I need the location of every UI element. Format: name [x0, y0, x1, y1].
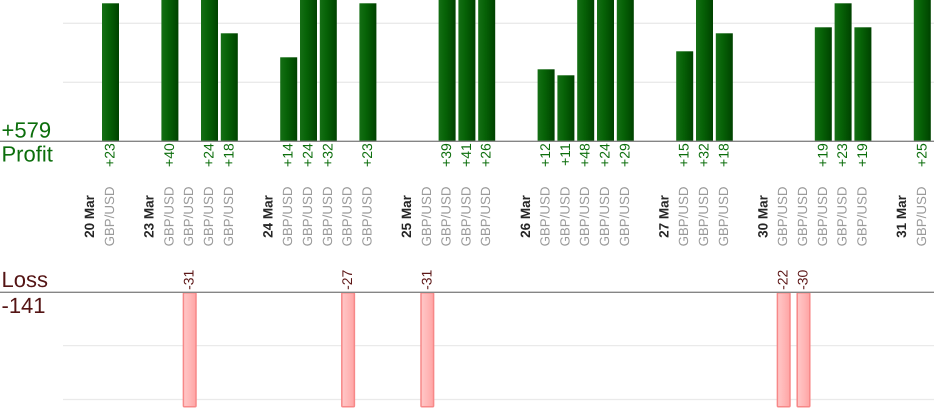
svg-text:GBP/USD: GBP/USD	[280, 187, 295, 247]
svg-text:+24: +24	[201, 143, 217, 167]
svg-text:30 Mar: 30 Mar	[755, 194, 770, 238]
svg-text:+14: +14	[280, 143, 296, 167]
svg-text:GBP/USD: GBP/USD	[478, 187, 493, 247]
svg-text:24 Mar: 24 Mar	[260, 194, 275, 238]
svg-text:+29: +29	[616, 143, 632, 167]
svg-text:GBP/USD: GBP/USD	[775, 187, 790, 247]
svg-text:GBP/USD: GBP/USD	[557, 187, 572, 247]
svg-text:-27: -27	[339, 269, 355, 289]
svg-text:GBP/USD: GBP/USD	[617, 187, 632, 247]
svg-text:GBP/USD: GBP/USD	[359, 187, 374, 247]
svg-text:GBP/USD: GBP/USD	[300, 187, 315, 247]
svg-text:+15: +15	[676, 143, 692, 167]
svg-text:+40: +40	[161, 143, 177, 167]
svg-text:20 Mar: 20 Mar	[82, 194, 97, 238]
svg-text:+24: +24	[597, 143, 613, 167]
svg-text:+18: +18	[220, 143, 236, 167]
svg-text:GBP/USD: GBP/USD	[458, 187, 473, 247]
svg-text:GBP/USD: GBP/USD	[221, 187, 236, 247]
svg-text:GBP/USD: GBP/USD	[597, 187, 612, 247]
svg-text:GBP/USD: GBP/USD	[716, 187, 731, 247]
svg-text:-22: -22	[775, 269, 791, 289]
svg-text:-141: -141	[2, 293, 46, 318]
svg-text:-30: -30	[795, 269, 811, 289]
svg-text:Loss: Loss	[2, 267, 48, 292]
svg-text:25 Mar: 25 Mar	[399, 194, 414, 238]
svg-text:+24: +24	[300, 143, 316, 167]
svg-text:+18: +18	[715, 143, 731, 167]
svg-text:GBP/USD: GBP/USD	[102, 187, 117, 247]
svg-text:+23: +23	[359, 143, 375, 167]
svg-text:GBP/USD: GBP/USD	[181, 187, 196, 247]
svg-text:GBP/USD: GBP/USD	[320, 187, 335, 247]
svg-text:GBP/USD: GBP/USD	[795, 187, 810, 247]
svg-text:+41: +41	[458, 143, 474, 167]
svg-text:GBP/USD: GBP/USD	[439, 187, 454, 247]
svg-text:+48: +48	[577, 143, 593, 167]
svg-text:+19: +19	[854, 143, 870, 167]
svg-text:GBP/USD: GBP/USD	[676, 187, 691, 247]
svg-text:GBP/USD: GBP/USD	[340, 187, 355, 247]
svg-text:GBP/USD: GBP/USD	[577, 187, 592, 247]
svg-text:GBP/USD: GBP/USD	[854, 187, 869, 247]
svg-text:31 Mar: 31 Mar	[894, 194, 909, 238]
svg-text:+12: +12	[537, 143, 553, 167]
svg-text:GBP/USD: GBP/USD	[538, 187, 553, 247]
svg-text:GBP/USD: GBP/USD	[696, 187, 711, 247]
svg-text:23 Mar: 23 Mar	[142, 194, 157, 238]
svg-text:+23: +23	[102, 143, 118, 167]
svg-text:GBP/USD: GBP/USD	[815, 187, 830, 247]
svg-text:+579: +579	[2, 118, 52, 143]
svg-text:+26: +26	[478, 143, 494, 167]
svg-text:+32: +32	[696, 143, 712, 167]
svg-text:+19: +19	[814, 143, 830, 167]
svg-text:+32: +32	[319, 143, 335, 167]
svg-text:27 Mar: 27 Mar	[656, 194, 671, 238]
svg-text:GBP/USD: GBP/USD	[161, 187, 176, 247]
svg-text:Profit: Profit	[2, 141, 53, 166]
svg-text:-31: -31	[418, 269, 434, 289]
svg-text:+39: +39	[438, 143, 454, 167]
svg-text:GBP/USD: GBP/USD	[914, 187, 929, 247]
svg-text:-31: -31	[181, 269, 197, 289]
svg-text:GBP/USD: GBP/USD	[419, 187, 434, 247]
svg-text:+11: +11	[557, 143, 573, 166]
svg-text:26 Mar: 26 Mar	[518, 194, 533, 238]
svg-text:+23: +23	[834, 143, 850, 167]
svg-text:+25: +25	[913, 143, 929, 167]
svg-text:GBP/USD: GBP/USD	[835, 187, 850, 247]
svg-text:GBP/USD: GBP/USD	[201, 187, 216, 247]
